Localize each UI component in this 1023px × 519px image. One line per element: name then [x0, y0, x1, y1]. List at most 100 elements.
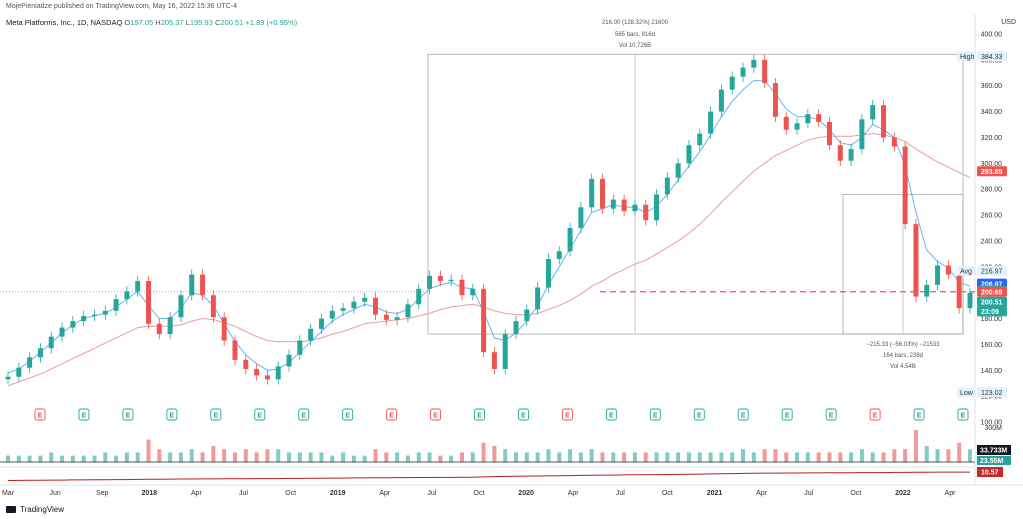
y-tick-label: 360.00 — [981, 83, 1003, 90]
candle-body — [826, 121, 832, 146]
x-tick-label: 2018 — [142, 490, 158, 497]
earnings-marker[interactable] — [430, 408, 442, 421]
earnings-marker[interactable] — [254, 408, 266, 421]
earnings-marker[interactable] — [166, 408, 178, 421]
footer-brand[interactable]: TradingView — [6, 505, 64, 514]
candle-body — [210, 295, 216, 318]
earnings-label: E — [213, 413, 218, 420]
volume-bar — [27, 455, 32, 462]
earnings-marker[interactable] — [957, 408, 969, 421]
earnings-marker[interactable] — [737, 408, 749, 421]
close-value: 200.51 — [220, 18, 244, 27]
volume-bar — [913, 430, 918, 462]
price-tag: 200.51 — [981, 299, 1003, 306]
earnings-marker[interactable] — [781, 408, 793, 421]
volume-bar — [643, 452, 648, 462]
volume-bar — [730, 452, 735, 462]
low-tag-label: Low — [960, 390, 974, 397]
volume-bar — [568, 449, 573, 462]
price-tag-bg — [977, 286, 1007, 297]
candle-body — [200, 274, 206, 296]
candle-body — [654, 194, 660, 221]
volume-bar — [514, 452, 519, 462]
earnings-marker[interactable] — [210, 408, 222, 421]
candle-body — [599, 178, 605, 209]
volume-bar — [70, 455, 75, 462]
price-tag: 200.69 — [981, 289, 1003, 296]
volume-bar — [81, 455, 86, 462]
earnings-marker[interactable] — [386, 408, 398, 421]
candle-body — [373, 297, 379, 315]
candle-body — [708, 111, 714, 134]
earnings-marker[interactable] — [825, 408, 837, 421]
volume-bar — [449, 455, 454, 462]
x-tick-label: Oct — [662, 490, 673, 497]
volume-bar — [924, 446, 929, 462]
volume-bar — [189, 449, 194, 462]
candle-body — [848, 149, 854, 161]
candle-body — [5, 376, 11, 380]
earnings-marker[interactable] — [561, 408, 573, 421]
symbol-name[interactable]: Meta Platforms, Inc., 1D, NASDAQ — [6, 18, 123, 27]
indicator-tag-bg — [977, 467, 1003, 477]
volume-bar — [827, 452, 832, 462]
candle-body — [48, 336, 54, 349]
price-tag: 206.97 — [981, 281, 1003, 288]
candle-body — [762, 59, 768, 84]
candle-body — [362, 297, 368, 302]
range-tool — [427, 53, 964, 335]
x-tick-label: Jul — [616, 490, 625, 497]
volume-bar — [859, 449, 864, 462]
range-annotations: 216.00 (128.32%) 21600 565 bars, 816d Vol … — [602, 20, 940, 370]
earnings-marker[interactable] — [298, 408, 310, 421]
candle-body — [383, 314, 389, 320]
volume-bar — [38, 455, 43, 462]
volume-bar — [470, 452, 475, 462]
volume-bar — [405, 455, 410, 462]
candle-body — [859, 119, 865, 150]
x-tick-label: Oct — [850, 490, 861, 497]
avg-tag-value: 216.97 — [981, 268, 1003, 275]
candle-body — [437, 275, 443, 282]
earnings-label: E — [785, 413, 790, 420]
volume-bar — [330, 455, 335, 462]
candle-body — [146, 281, 152, 324]
x-tick-label: Jul — [239, 490, 248, 497]
earnings-marker[interactable] — [34, 408, 46, 421]
indicator-line — [7, 471, 970, 481]
volume-bar — [557, 452, 562, 462]
y-tick-label: 280.00 — [981, 187, 1003, 194]
x-tick-label: Sep — [96, 490, 109, 497]
candle-body — [459, 279, 465, 296]
upper-range-volume: Vol 10.726B — [619, 43, 651, 49]
volume-bar — [49, 452, 54, 462]
earnings-marker[interactable] — [649, 408, 661, 421]
earnings-marker[interactable] — [342, 408, 354, 421]
candle-body — [740, 67, 746, 77]
published-note: MojePieniadze published on TradingView.c… — [6, 3, 238, 10]
candle-body — [59, 327, 65, 337]
earnings-marker[interactable] — [693, 408, 705, 421]
earnings-marker[interactable] — [122, 408, 134, 421]
volume-bar — [92, 455, 97, 462]
x-tick-label: Jul — [427, 490, 436, 497]
volume-bar — [546, 449, 551, 462]
volume-bar — [265, 449, 270, 462]
earnings-marker[interactable] — [913, 408, 925, 421]
candle-body — [37, 348, 43, 358]
volume-bar — [459, 452, 464, 462]
earnings-marker[interactable] — [474, 408, 485, 421]
volume-bar — [427, 452, 432, 462]
candle-body — [243, 359, 249, 369]
candle-body — [297, 340, 303, 355]
earnings-marker[interactable] — [869, 408, 881, 421]
earnings-marker[interactable] — [78, 408, 90, 421]
earnings-marker[interactable] — [518, 408, 529, 421]
y-tick-label: 260.00 — [981, 213, 1003, 220]
y-tick-label: 240.00 — [981, 238, 1003, 245]
earnings-marker[interactable] — [605, 408, 617, 421]
price-tag-bg — [977, 166, 1007, 177]
y-tick-label: 400.00 — [981, 32, 1003, 39]
